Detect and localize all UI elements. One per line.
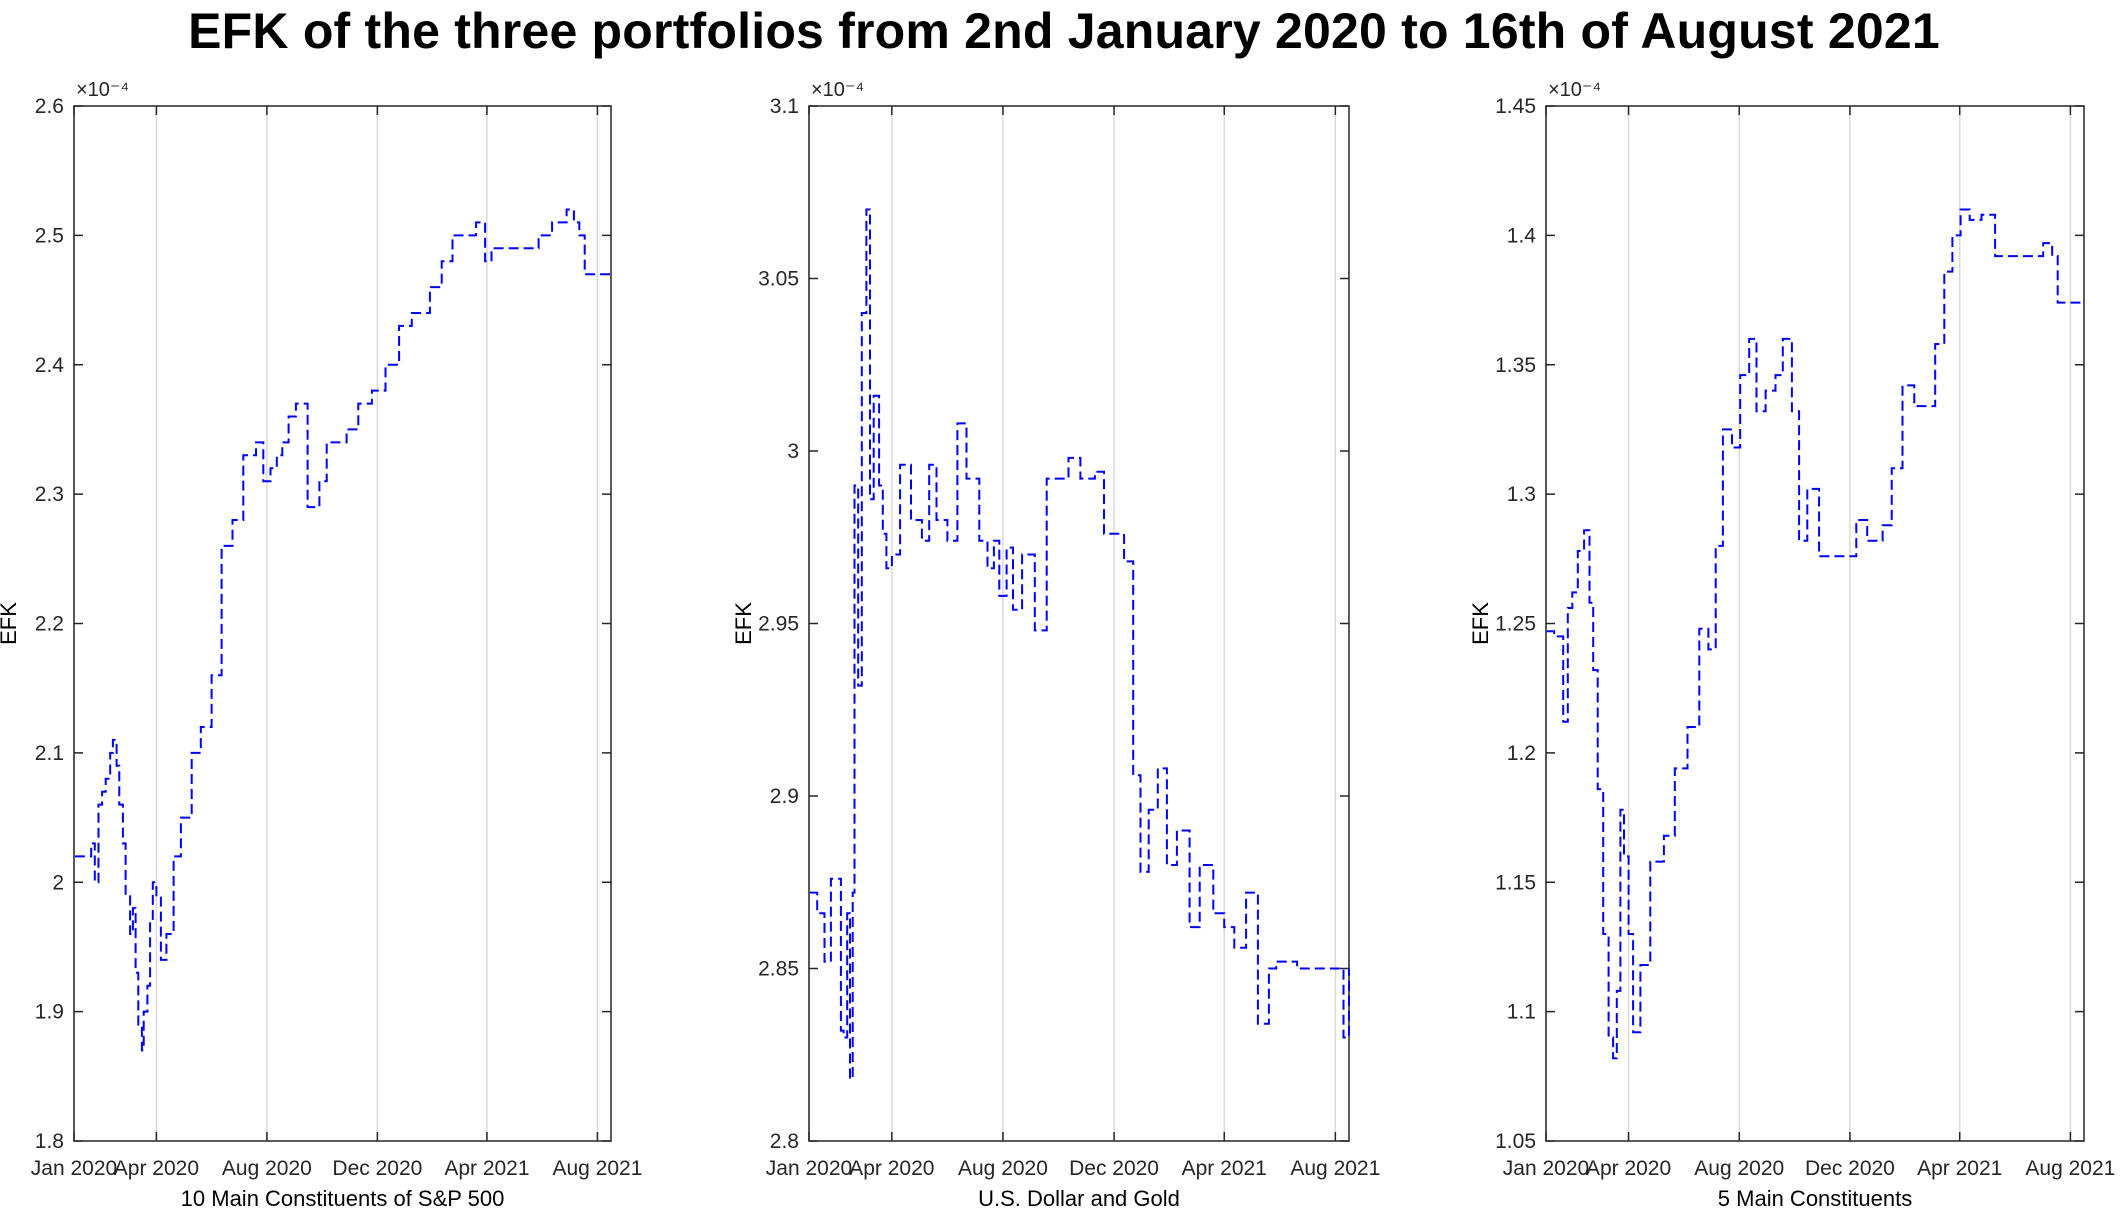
x-tick-label: Dec 2020 xyxy=(332,1157,422,1180)
y-tick-label: 2.3 xyxy=(35,483,64,506)
y-tick-label: 2.9 xyxy=(770,785,799,808)
x-tick-label: Aug 2021 xyxy=(1290,1157,1380,1180)
y-tick-label: 3 xyxy=(787,440,799,463)
y-tick-label: 2.5 xyxy=(35,224,64,247)
x-tick-label: Apr 2021 xyxy=(1917,1157,2002,1180)
y-axis-label: EFK xyxy=(731,602,756,645)
y-tick-label: 1.25 xyxy=(1495,613,1536,636)
x-axis-label: U.S. Dollar and Gold xyxy=(978,1186,1180,1211)
y-tick-label: 1.4 xyxy=(1507,224,1537,247)
x-tick-label: Aug 2020 xyxy=(1694,1157,1784,1180)
y-tick-label: 2.85 xyxy=(758,958,799,981)
efk-series-line xyxy=(809,208,1350,1080)
y-tick-label: 1.3 xyxy=(1507,483,1536,506)
efk-series-line xyxy=(74,208,611,1052)
x-tick-label: Aug 2020 xyxy=(958,1157,1048,1180)
x-tick-label: Aug 2021 xyxy=(552,1157,642,1180)
y-tick-label: 2.1 xyxy=(35,742,64,765)
y-tick-label: 1.2 xyxy=(1507,742,1536,765)
plot-area-frame xyxy=(73,105,612,1142)
figure-title: EFK of the three portfolios from 2nd Jan… xyxy=(188,3,1940,59)
y-tick-label: 1.05 xyxy=(1495,1130,1536,1153)
x-tick-label: Jan 2020 xyxy=(1503,1157,1589,1180)
x-tick-label: Jan 2020 xyxy=(766,1157,852,1180)
x-tick-label: Dec 2020 xyxy=(1069,1157,1159,1180)
y-tick-label: 2.4 xyxy=(35,354,65,377)
x-axis-label: 10 Main Constituents of S&P 500 xyxy=(181,1186,505,1211)
y-tick-label: 1.35 xyxy=(1495,354,1536,377)
y-tick-label: 2.6 xyxy=(35,95,64,118)
plot-area-frame xyxy=(1545,105,2085,1142)
x-tick-label: Aug 2021 xyxy=(2025,1157,2115,1180)
y-tick-label: 1.9 xyxy=(35,1001,64,1024)
x-tick-label: Apr 2020 xyxy=(114,1157,199,1180)
x-tick-label: Jan 2020 xyxy=(31,1157,117,1180)
x-tick-label: Apr 2021 xyxy=(1182,1157,1267,1180)
x-tick-label: Apr 2020 xyxy=(849,1157,934,1180)
x-tick-label: Apr 2021 xyxy=(444,1157,529,1180)
y-tick-label: 1.15 xyxy=(1495,871,1536,894)
y-tick-label: 2.95 xyxy=(758,613,799,636)
y-tick-label: 2 xyxy=(52,871,64,894)
y-exponent-label: ×10⁻⁴ xyxy=(811,79,864,101)
x-tick-label: Dec 2020 xyxy=(1805,1157,1895,1180)
y-exponent-label: ×10⁻⁴ xyxy=(76,79,129,101)
y-tick-label: 1.8 xyxy=(35,1130,64,1153)
x-axis-label: 5 Main Constituents xyxy=(1718,1186,1912,1211)
y-tick-label: 2.8 xyxy=(770,1130,799,1153)
x-tick-label: Aug 2020 xyxy=(222,1157,312,1180)
y-exponent-label: ×10⁻⁴ xyxy=(1548,79,1601,101)
y-axis-label: EFK xyxy=(0,602,21,645)
y-axis-label: EFK xyxy=(1468,602,1493,645)
plot-area-frame xyxy=(808,105,1350,1142)
y-tick-label: 1.1 xyxy=(1507,1001,1536,1024)
y-tick-label: 2.2 xyxy=(35,613,64,636)
y-tick-label: 3.05 xyxy=(758,268,799,291)
x-tick-label: Apr 2020 xyxy=(1586,1157,1671,1180)
y-tick-label: 1.45 xyxy=(1495,95,1536,118)
efk-series-line xyxy=(1546,208,2084,1060)
y-tick-label: 3.1 xyxy=(770,95,799,118)
